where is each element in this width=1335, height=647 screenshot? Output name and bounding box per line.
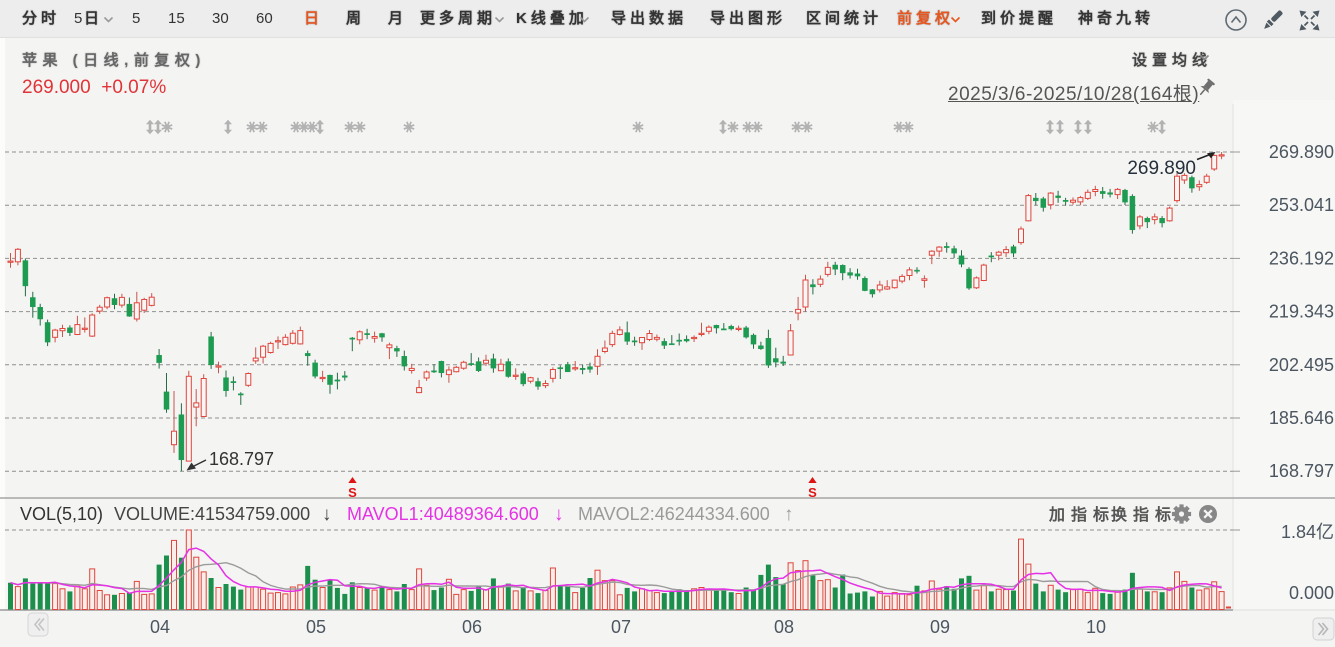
svg-text:1.84亿: 1.84亿 [1281, 522, 1334, 542]
svg-text:202.495: 202.495 [1269, 355, 1334, 375]
svg-text:S: S [808, 485, 817, 500]
svg-text:加指标: 加指标 [1048, 505, 1115, 524]
svg-text:↓: ↓ [554, 504, 564, 525]
svg-text:VOLUME:41534759.000: VOLUME:41534759.000 [114, 504, 310, 524]
svg-text:269.890: 269.890 [1127, 158, 1196, 179]
svg-text:168.797: 168.797 [209, 449, 274, 469]
svg-text:08: 08 [774, 617, 794, 637]
svg-text:↓: ↓ [322, 504, 332, 525]
svg-text:S: S [348, 485, 357, 500]
svg-text:236.192: 236.192 [1269, 248, 1334, 268]
svg-text:269.890: 269.890 [1269, 142, 1334, 162]
svg-text:MAVOL2:46244334.600: MAVOL2:46244334.600 [578, 504, 770, 524]
svg-text:10: 10 [1086, 617, 1106, 637]
svg-text:↑: ↑ [784, 504, 794, 525]
svg-text:253.041: 253.041 [1269, 195, 1334, 215]
svg-text:0.000: 0.000 [1289, 583, 1334, 603]
svg-text:换指标: 换指标 [1111, 505, 1177, 524]
svg-text:06: 06 [462, 617, 482, 637]
svg-text:185.646: 185.646 [1269, 408, 1334, 428]
svg-text:04: 04 [150, 617, 170, 637]
svg-text:05: 05 [306, 617, 326, 637]
svg-text:168.797: 168.797 [1269, 461, 1334, 481]
svg-text:09: 09 [930, 617, 950, 637]
svg-text:07: 07 [611, 617, 631, 637]
svg-text:MAVOL1:40489364.600: MAVOL1:40489364.600 [347, 504, 539, 524]
svg-text:VOL(5,10): VOL(5,10) [20, 504, 103, 524]
svg-text:219.343: 219.343 [1269, 302, 1334, 322]
